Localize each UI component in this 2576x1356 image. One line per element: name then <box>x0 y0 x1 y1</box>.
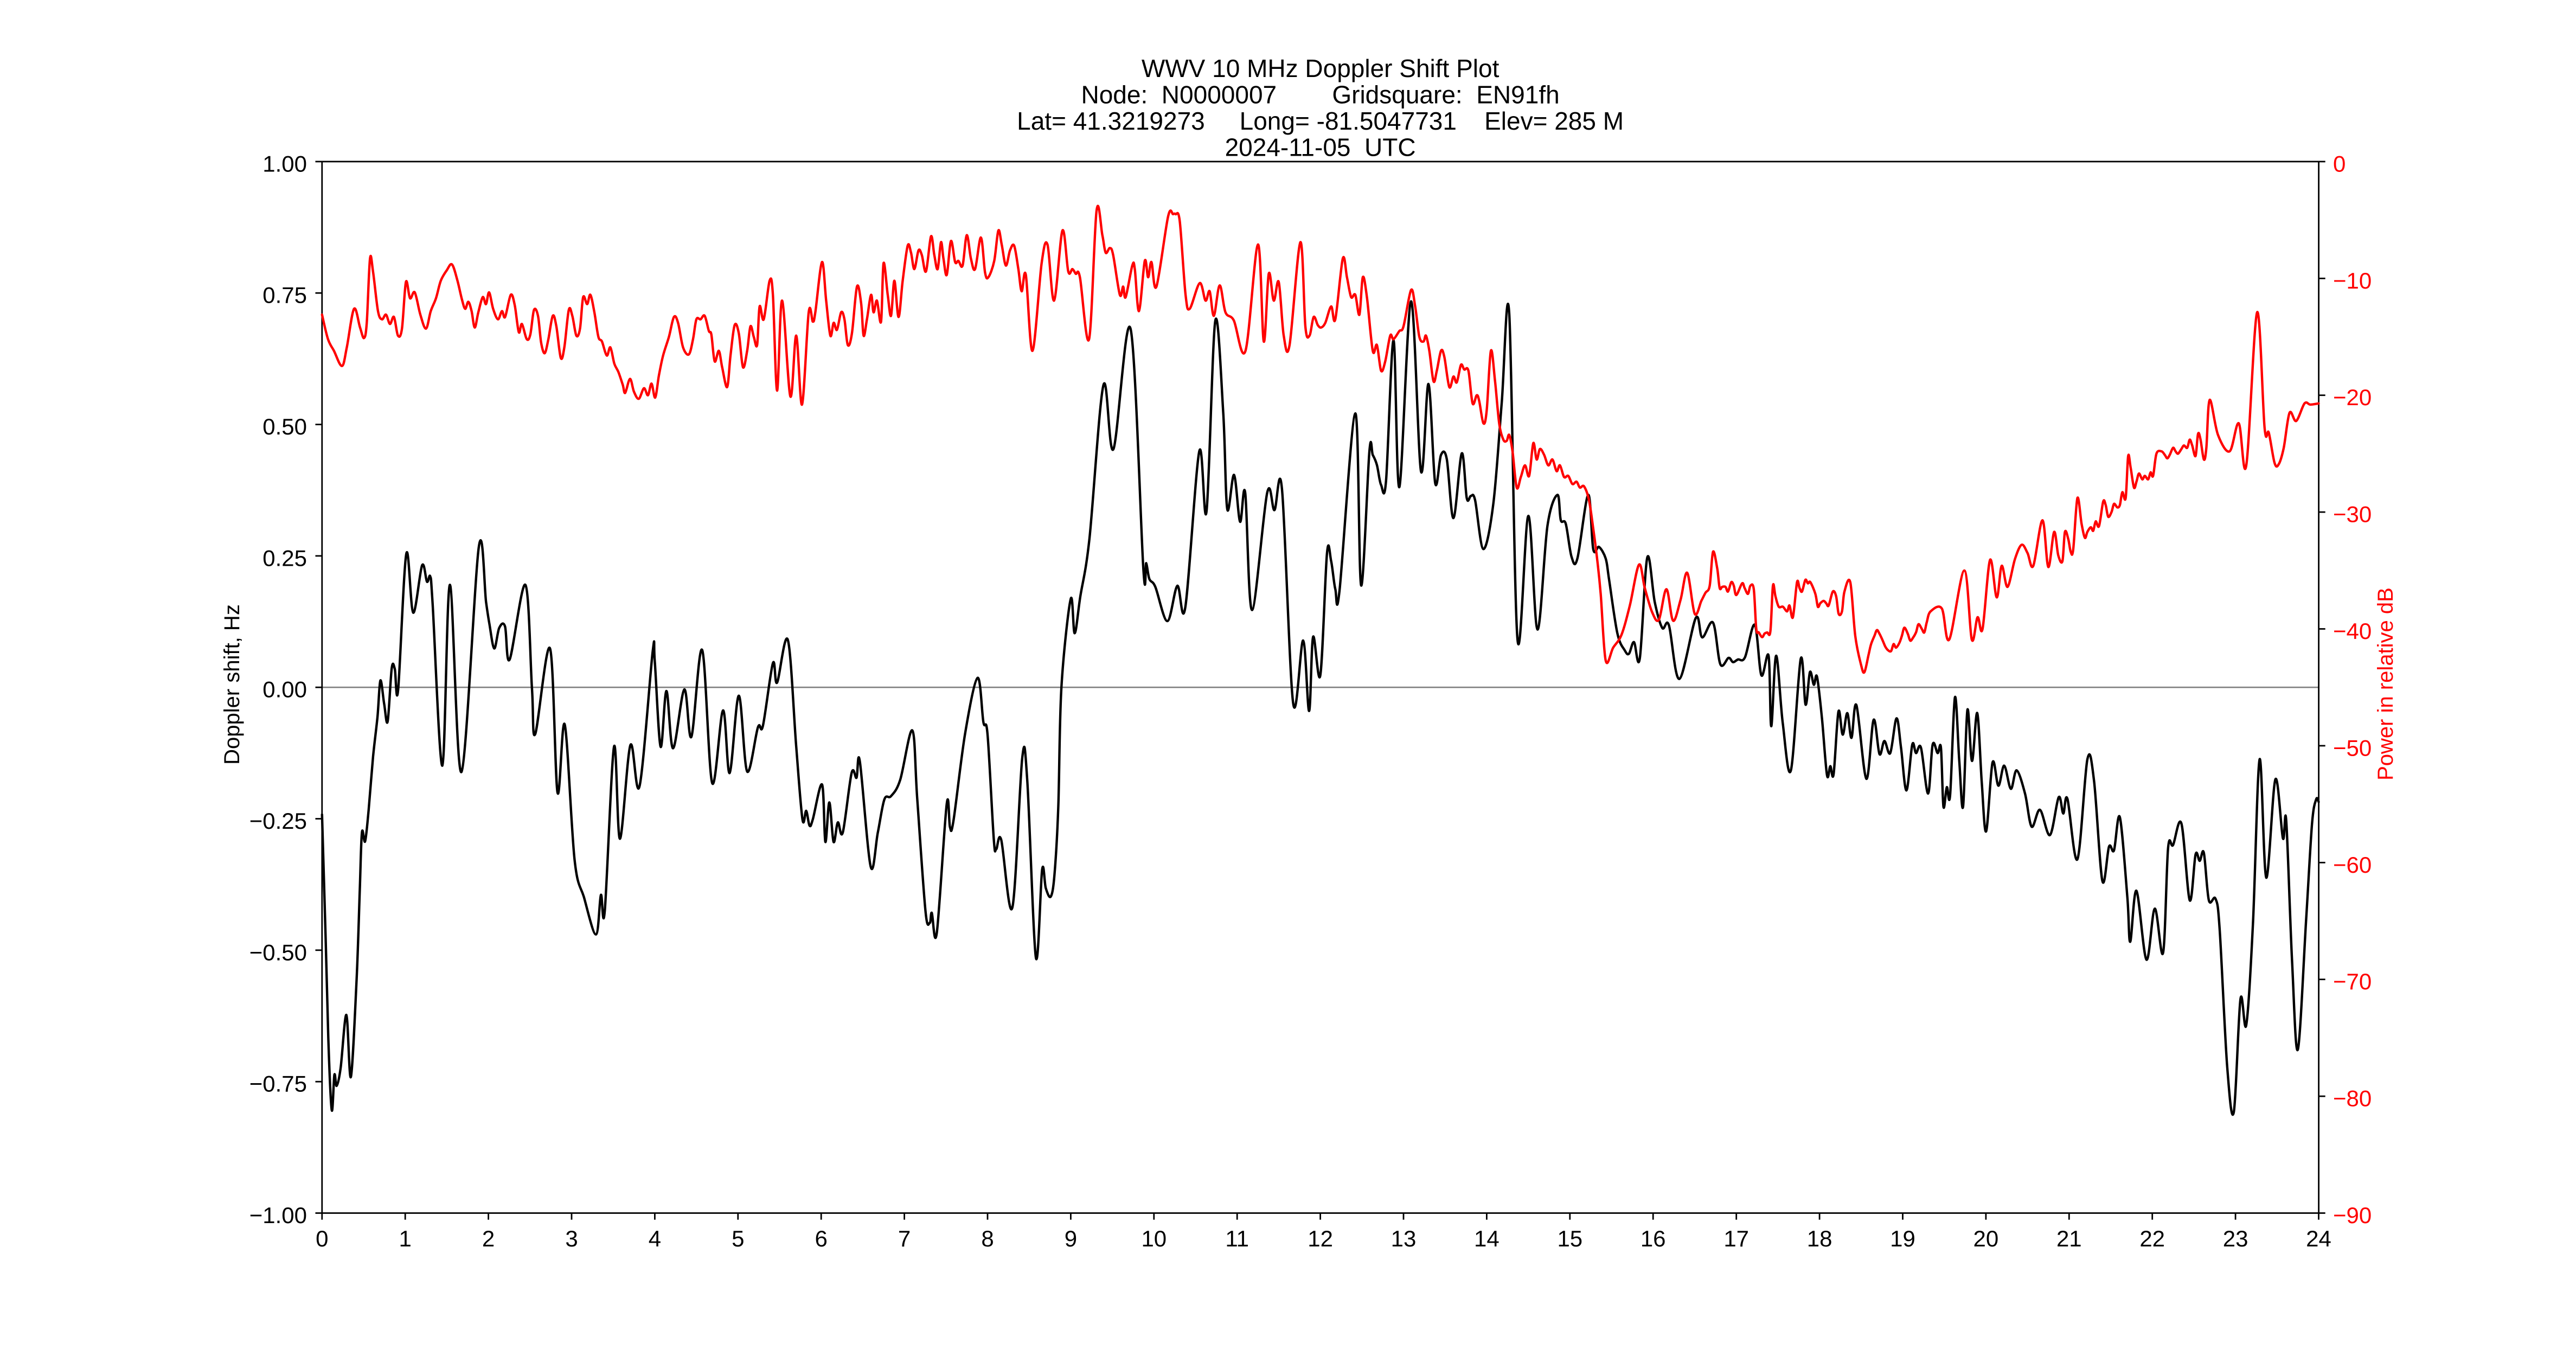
svg-text:11: 11 <box>1225 1226 1249 1251</box>
svg-text:−50: −50 <box>2333 735 2372 760</box>
svg-text:13: 13 <box>1391 1226 1417 1251</box>
svg-text:−0.25: −0.25 <box>249 808 307 834</box>
svg-text:−70: −70 <box>2333 969 2372 994</box>
svg-text:−1.00: −1.00 <box>249 1203 307 1228</box>
svg-text:−30: −30 <box>2333 502 2372 527</box>
svg-text:1: 1 <box>399 1226 412 1251</box>
svg-text:3: 3 <box>565 1226 578 1251</box>
svg-text:0.00: 0.00 <box>262 677 307 702</box>
svg-text:−40: −40 <box>2333 618 2372 644</box>
svg-text:12: 12 <box>1308 1226 1333 1251</box>
svg-text:5: 5 <box>732 1226 744 1251</box>
svg-text:Power in relative dB: Power in relative dB <box>2374 587 2398 781</box>
svg-text:1.00: 1.00 <box>262 151 307 176</box>
svg-text:−10: −10 <box>2333 268 2372 293</box>
svg-text:2: 2 <box>482 1226 495 1251</box>
svg-text:0: 0 <box>316 1226 328 1251</box>
svg-text:17: 17 <box>1723 1226 1749 1251</box>
svg-text:8: 8 <box>981 1226 994 1251</box>
svg-text:10: 10 <box>1141 1226 1167 1251</box>
svg-text:0.50: 0.50 <box>262 414 307 439</box>
svg-text:Doppler shift, Hz: Doppler shift, Hz <box>220 604 244 765</box>
svg-text:−60: −60 <box>2333 852 2372 878</box>
svg-text:−80: −80 <box>2333 1086 2372 1111</box>
svg-text:2024-11-05 UTC: 2024-11-05 UTC <box>1225 133 1416 162</box>
svg-text:−90: −90 <box>2333 1203 2372 1228</box>
svg-text:7: 7 <box>898 1226 911 1251</box>
svg-text:0.25: 0.25 <box>262 545 307 571</box>
svg-text:WWV 10 MHz Doppler Shift Plot: WWV 10 MHz Doppler Shift Plot <box>1142 54 1500 82</box>
svg-text:18: 18 <box>1807 1226 1832 1251</box>
svg-text:19: 19 <box>1890 1226 1915 1251</box>
svg-text:6: 6 <box>815 1226 828 1251</box>
svg-text:14: 14 <box>1474 1226 1500 1251</box>
svg-text:−0.75: −0.75 <box>249 1071 307 1097</box>
svg-text:9: 9 <box>1065 1226 1077 1251</box>
svg-text:23: 23 <box>2223 1226 2248 1251</box>
svg-text:−0.50: −0.50 <box>249 939 307 965</box>
svg-text:4: 4 <box>649 1226 661 1251</box>
svg-text:15: 15 <box>1557 1226 1582 1251</box>
svg-text:24: 24 <box>2306 1226 2331 1251</box>
svg-text:0.75: 0.75 <box>262 283 307 308</box>
svg-text:16: 16 <box>1641 1226 1666 1251</box>
svg-text:22: 22 <box>2139 1226 2165 1251</box>
svg-text:0: 0 <box>2333 151 2346 176</box>
svg-text:−20: −20 <box>2333 385 2372 410</box>
svg-text:Node: N0000007 Gridsqu: Node: N0000007 Gridsquare: EN91fh <box>1081 81 1560 109</box>
svg-text:21: 21 <box>2056 1226 2082 1251</box>
svg-text:20: 20 <box>1973 1226 1999 1251</box>
svg-text:Lat= 41.3219273 Long= -81.: Lat= 41.3219273 Long= -81.5047731 Elev= … <box>1017 107 1624 135</box>
